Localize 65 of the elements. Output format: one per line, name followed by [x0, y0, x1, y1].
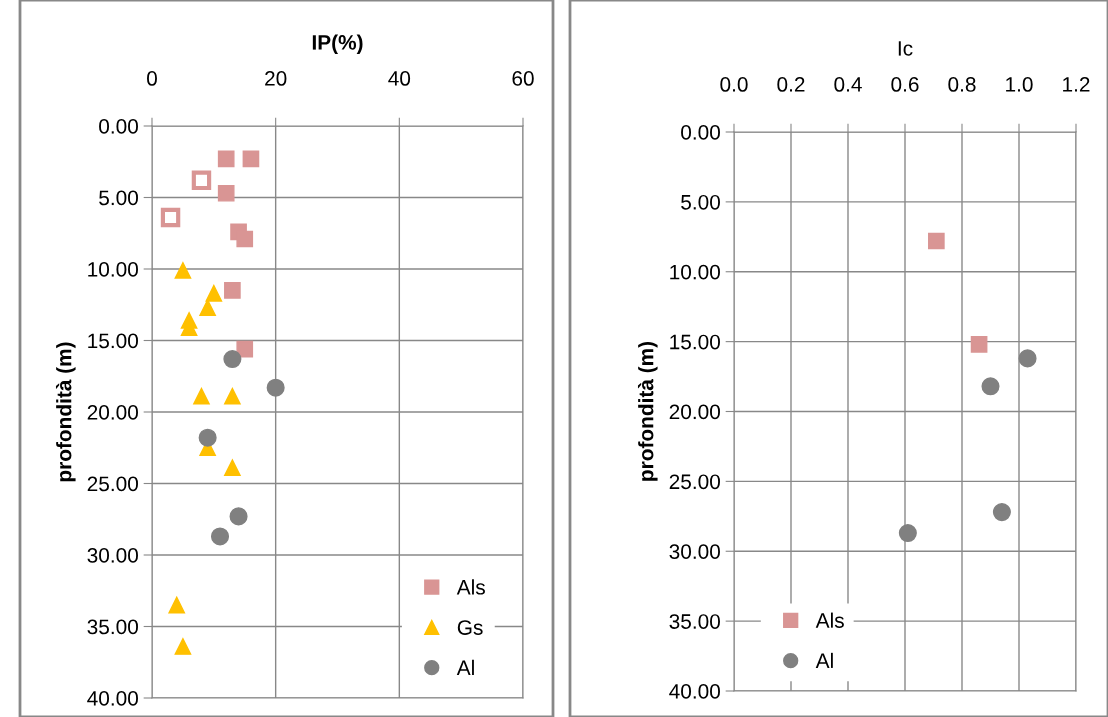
point — [928, 232, 945, 250]
point — [266, 378, 285, 397]
point — [992, 503, 1011, 522]
point — [168, 596, 186, 614]
x-tick-label: 0 — [147, 71, 157, 86]
x-tick-label: 1.0 — [1006, 77, 1033, 92]
legend-label: Als — [815, 612, 844, 628]
x-tick-label: 0.0 — [720, 77, 748, 92]
point — [1018, 349, 1037, 368]
point — [224, 282, 241, 299]
y-tick-label: 5.00 — [99, 190, 138, 206]
point — [191, 170, 212, 191]
y-tick-label: 40.00 — [669, 684, 720, 699]
point — [981, 377, 1000, 396]
point — [217, 184, 235, 202]
point — [199, 299, 216, 316]
point — [210, 527, 230, 546]
legend-label: Al — [456, 659, 474, 675]
point — [242, 150, 260, 168]
legend-label: Als — [456, 579, 485, 595]
y-axis-title: profondità (m) — [55, 342, 76, 482]
y-axis-title: profondità (m) — [637, 341, 658, 481]
y-tick-label: 30.00 — [669, 544, 720, 559]
point — [174, 262, 192, 279]
y-tick-label: 25.00 — [669, 474, 720, 490]
point — [898, 524, 917, 543]
y-tick-label: 20.00 — [87, 405, 138, 420]
y-tick-label: 0.00 — [681, 125, 720, 140]
point — [160, 207, 181, 228]
x-tick-label: 60 — [512, 71, 534, 86]
legend-label: Al — [815, 652, 833, 668]
y-tick-label: 35.00 — [87, 619, 138, 635]
y-tick-label: 10.00 — [88, 262, 138, 277]
x-tick-label: 0.2 — [777, 77, 805, 92]
chart-title: IP(%) — [312, 34, 363, 54]
point — [970, 336, 988, 353]
point — [217, 150, 235, 168]
x-tick-label: 1.2 — [1063, 77, 1090, 92]
y-tick-label: 20.00 — [669, 404, 720, 420]
point — [198, 428, 217, 447]
legend-label: Gs — [457, 620, 483, 635]
y-tick-label: 5.00 — [681, 194, 720, 210]
x-tick-label: 0.4 — [834, 77, 862, 92]
x-tick-label: 20 — [265, 71, 287, 86]
point — [224, 387, 241, 405]
point — [224, 459, 241, 477]
y-tick-label: 25.00 — [87, 476, 138, 492]
y-tick-label: 0.00 — [99, 119, 138, 134]
point — [205, 284, 223, 302]
point — [236, 230, 254, 248]
point — [174, 638, 192, 655]
x-tick-label: 0.8 — [948, 77, 976, 92]
y-tick-label: 15.00 — [670, 334, 720, 350]
y-tick-label: 35.00 — [669, 614, 720, 629]
x-tick-label: 0.6 — [891, 77, 919, 92]
point — [193, 387, 210, 405]
point — [229, 507, 248, 526]
point — [223, 350, 242, 369]
y-tick-label: 15.00 — [88, 333, 138, 349]
chart-title: Ic — [898, 41, 913, 56]
point — [236, 340, 254, 358]
y-tick-label: 40.00 — [87, 691, 138, 706]
x-tick-label: 40 — [388, 71, 411, 86]
y-tick-label: 10.00 — [670, 264, 720, 280]
y-tick-label: 30.00 — [87, 548, 138, 563]
